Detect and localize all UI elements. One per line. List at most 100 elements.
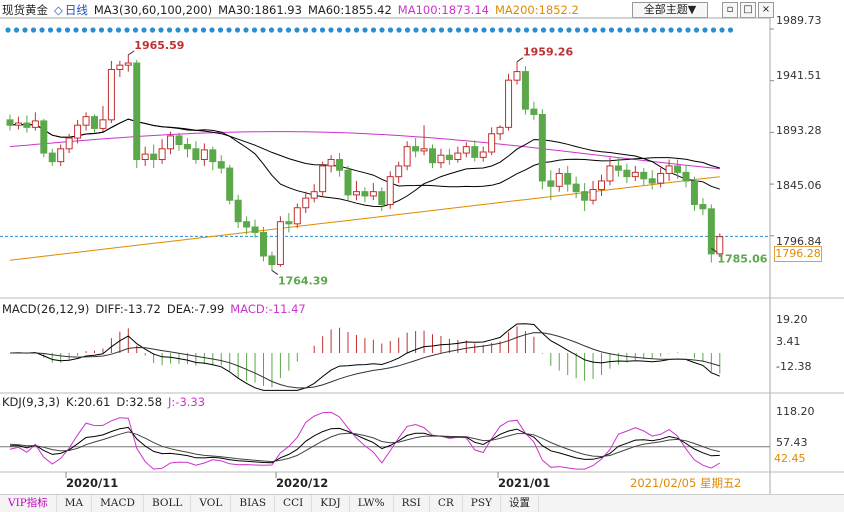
tab-boll[interactable]: BOLL bbox=[144, 495, 192, 512]
candle-body bbox=[82, 116, 90, 126]
last-price-tag: 1796.28 bbox=[774, 246, 822, 262]
kdj-header: KDJ(9,3,3) K:20.61 D:32.58 J:-3.33 bbox=[2, 394, 211, 410]
marker-dot bbox=[464, 27, 470, 33]
tab-vol[interactable]: VOL bbox=[191, 495, 232, 512]
kdj-j: J:-3.33 bbox=[168, 395, 206, 409]
close-icon[interactable]: × bbox=[758, 2, 774, 18]
marker-dot bbox=[353, 27, 360, 33]
marker-dot bbox=[574, 27, 581, 33]
tab-cr[interactable]: CR bbox=[430, 495, 463, 512]
candle-body bbox=[403, 146, 411, 167]
marker-dot bbox=[498, 27, 504, 33]
macd-dea-line bbox=[10, 332, 720, 389]
marker-dot bbox=[532, 27, 538, 33]
candle-body bbox=[116, 64, 124, 70]
marker-dot bbox=[455, 27, 462, 33]
candle-body bbox=[352, 191, 360, 196]
tab-ma[interactable]: MA bbox=[57, 495, 93, 512]
marker-dot bbox=[39, 27, 45, 33]
tab-settings[interactable]: 设置 bbox=[501, 495, 539, 512]
macd-diff-line bbox=[9, 323, 720, 391]
kdj-k-line bbox=[9, 426, 720, 464]
marker-dot bbox=[702, 27, 708, 33]
marker-dot bbox=[149, 27, 156, 33]
marker-dot bbox=[523, 27, 530, 33]
candle-body bbox=[505, 79, 513, 128]
marker-dot bbox=[557, 27, 564, 33]
candle-body bbox=[521, 71, 529, 110]
marker-dot bbox=[549, 27, 555, 33]
tab-psy[interactable]: PSY bbox=[463, 495, 501, 512]
indicator-tab-bar: VIP指标 MA MACD BOLL VOL BIAS CCI KDJ LW% … bbox=[0, 494, 844, 512]
tab-macd[interactable]: MACD bbox=[92, 495, 144, 512]
tab-bias[interactable]: BIAS bbox=[231, 495, 276, 512]
marker-dot bbox=[719, 27, 725, 33]
price-tick-3: 1893.28 bbox=[776, 124, 822, 137]
marker-dot bbox=[81, 27, 88, 33]
marker-dot bbox=[413, 27, 419, 33]
candle-body bbox=[606, 165, 614, 182]
candle-body bbox=[581, 191, 589, 201]
tab-lw[interactable]: LW% bbox=[350, 495, 394, 512]
kdj-last-value: 42.45 bbox=[774, 452, 806, 465]
candle-body bbox=[538, 113, 546, 182]
kdj-k: K:20.61 bbox=[66, 395, 111, 409]
candle-body bbox=[690, 180, 698, 206]
candle-body bbox=[293, 207, 301, 225]
tab-kdj[interactable]: KDJ bbox=[312, 495, 350, 512]
macd-tick-1: 19.20 bbox=[776, 313, 808, 326]
candle-body bbox=[572, 183, 580, 193]
marker-dot bbox=[132, 27, 139, 33]
marker-dot bbox=[668, 27, 674, 33]
candle-body bbox=[395, 165, 403, 178]
marker-dot bbox=[370, 27, 377, 33]
marker-dot bbox=[115, 27, 122, 33]
candle-body bbox=[589, 189, 597, 201]
marker-dot bbox=[243, 27, 249, 33]
marker-dot bbox=[302, 27, 309, 33]
candle-body bbox=[200, 149, 208, 161]
candle-body bbox=[251, 226, 259, 233]
period-label[interactable]: 日线 bbox=[64, 3, 88, 17]
candle-body bbox=[183, 143, 191, 150]
date-label-1: 2020/11 bbox=[66, 476, 119, 490]
marker-dot bbox=[540, 27, 547, 33]
marker-dot bbox=[268, 27, 275, 33]
marker-dot bbox=[73, 27, 79, 33]
symbol-label[interactable]: 现货黄金 bbox=[2, 3, 48, 17]
candle-body bbox=[99, 119, 107, 129]
theme-select-button[interactable]: 全部主题▼ bbox=[632, 2, 708, 18]
candle-body bbox=[479, 151, 487, 158]
candle-body bbox=[107, 68, 115, 121]
tab-rsi[interactable]: RSI bbox=[394, 495, 430, 512]
tab-vip[interactable]: VIP指标 bbox=[0, 495, 57, 512]
tab-cci[interactable]: CCI bbox=[275, 495, 313, 512]
price-tick-2: 1941.51 bbox=[776, 69, 822, 82]
marker-dot bbox=[336, 27, 343, 33]
candle-body bbox=[640, 171, 648, 180]
candle-body bbox=[598, 180, 605, 191]
candle-body bbox=[445, 154, 453, 161]
marker-dot bbox=[90, 27, 96, 33]
marker-dot bbox=[710, 27, 717, 33]
marker-dot bbox=[438, 27, 445, 33]
kdj-tick-2: 57.43 bbox=[776, 436, 808, 449]
marker-dot bbox=[676, 27, 683, 33]
price-annotation: 1965.59 bbox=[134, 39, 184, 52]
price-tick-5: 1796.84 bbox=[776, 235, 822, 248]
candle-body bbox=[74, 124, 82, 139]
candle-body bbox=[386, 176, 394, 206]
current-date-suffix: 2 bbox=[734, 476, 742, 490]
marker-dot bbox=[685, 27, 691, 33]
candle-body bbox=[657, 172, 665, 184]
date-label-3: 2021/01 bbox=[498, 476, 551, 490]
candle-body bbox=[276, 221, 284, 266]
candle-body bbox=[454, 152, 462, 161]
marker-dot bbox=[693, 27, 700, 33]
marker-dot bbox=[226, 27, 232, 33]
candle-body bbox=[547, 180, 555, 187]
marker-dot bbox=[183, 27, 190, 33]
price-tick-1: 1989.73 bbox=[776, 14, 822, 27]
marker-dot bbox=[447, 27, 453, 33]
